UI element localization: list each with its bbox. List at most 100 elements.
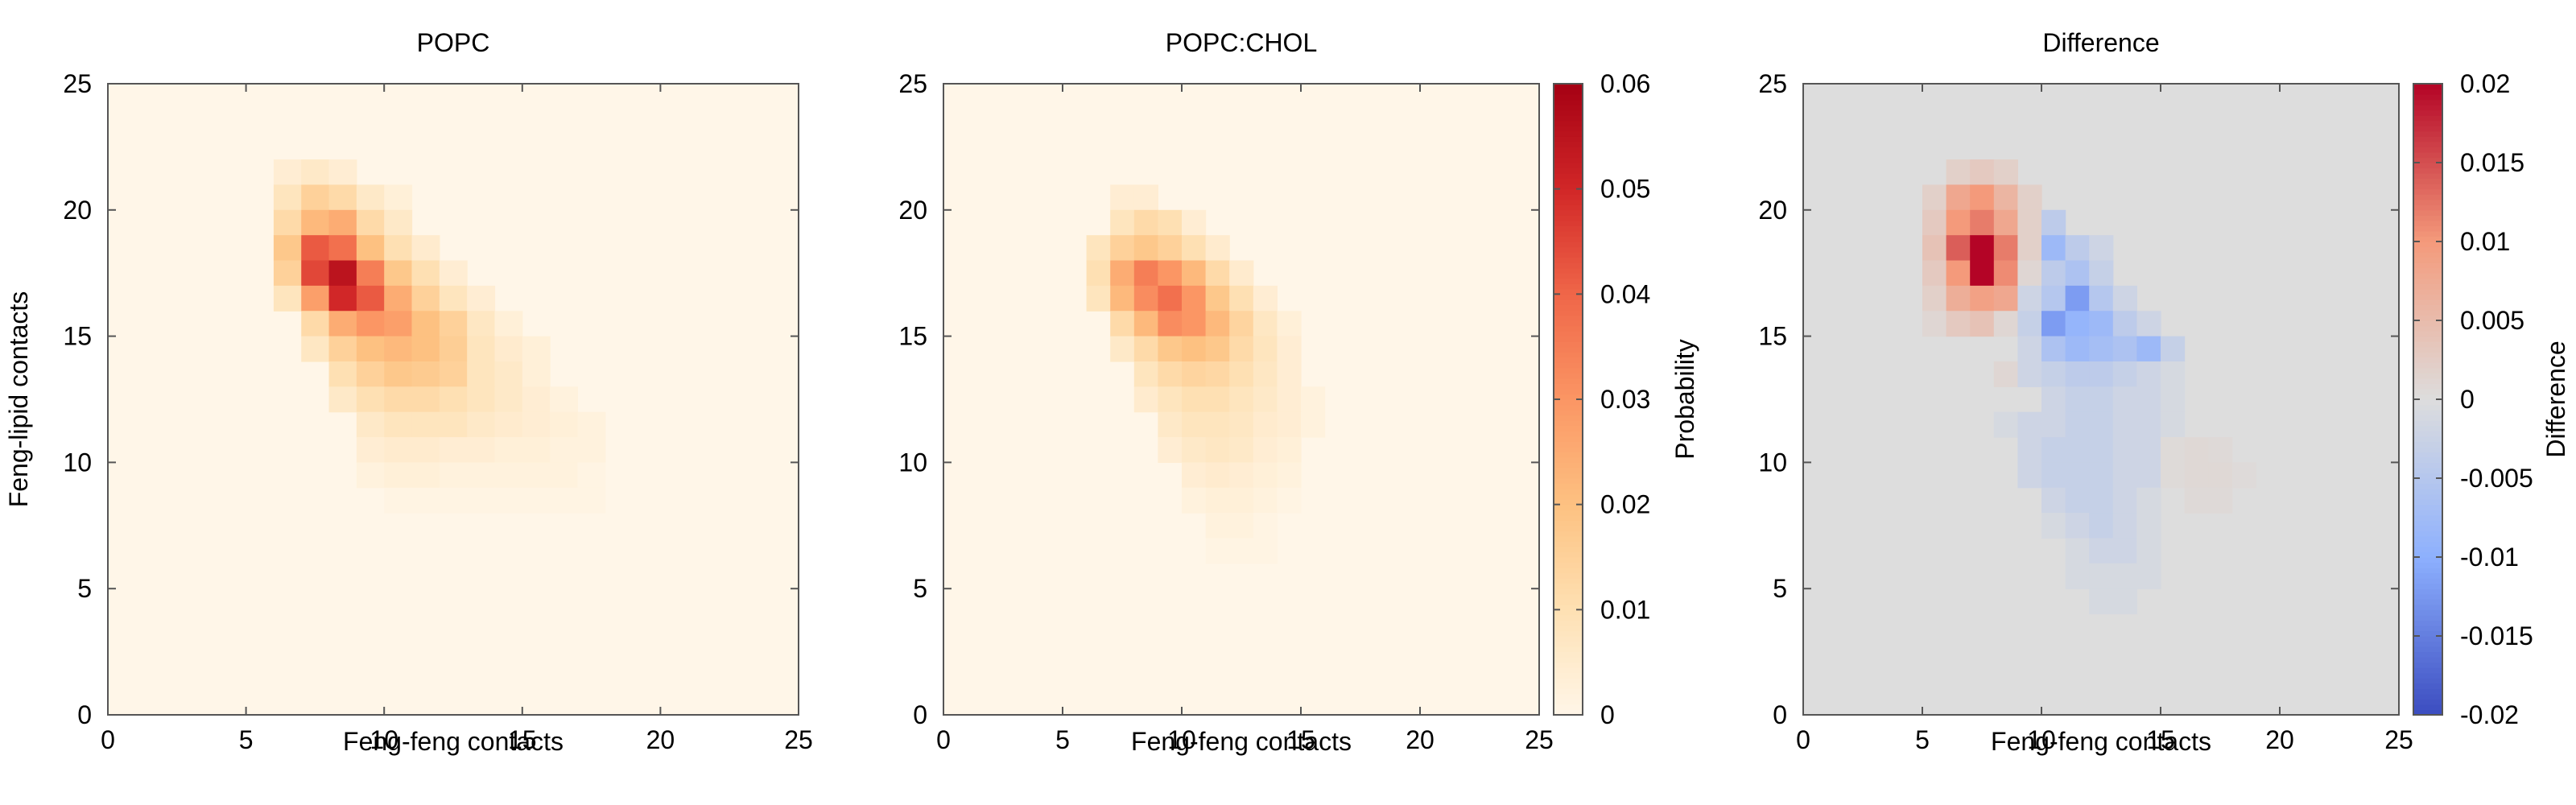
colorbar-swatch	[2413, 383, 2442, 390]
heatmap-cell	[1205, 311, 1230, 337]
colorbar-swatch	[2413, 304, 2442, 311]
heatmap-cell	[1229, 386, 1254, 413]
colorbar-swatch	[2413, 667, 2442, 674]
heatmap-cell	[384, 462, 413, 489]
colorbar-swatch	[2413, 109, 2442, 116]
heatmap-cell	[301, 311, 330, 337]
colorbar-swatch	[1554, 388, 1583, 395]
heatmap-cell	[2089, 462, 2114, 489]
heatmap-cell	[273, 184, 302, 211]
heatmap-cells-popc-chol	[943, 84, 1539, 715]
heatmap-cell	[1970, 311, 1995, 337]
heatmap-cell	[1205, 513, 1230, 539]
colorbar-swatch	[1554, 467, 1583, 474]
heatmap-cell	[1110, 311, 1135, 337]
heatmap-cell	[356, 184, 385, 211]
colorbar-swatch	[1554, 84, 1583, 90]
colorbar-swatch	[2413, 530, 2442, 537]
x-tick-label: 0	[1796, 725, 1810, 754]
heatmap-cell	[2184, 437, 2209, 463]
heatmap-cell	[439, 361, 468, 387]
colorbar-swatch	[2413, 662, 2442, 668]
heatmap-cell	[356, 260, 385, 287]
heatmap-cell	[356, 209, 385, 236]
heatmap-cell	[384, 487, 413, 514]
heatmap-cell	[1970, 159, 1995, 186]
heatmap-cell	[1970, 209, 1995, 236]
x-axis-label-popc: Feng-feng contacts	[343, 727, 564, 756]
colorbar-tick-label: 0.04	[1600, 279, 1650, 308]
heatmap-cell	[1133, 235, 1158, 262]
heatmap-cell	[1229, 513, 1254, 539]
heatmap-cell	[328, 209, 357, 236]
colorbar-tick-label: -0.015	[2460, 621, 2533, 650]
colorbar-swatch	[1554, 404, 1583, 411]
colorbar-swatch	[1554, 415, 1583, 421]
heatmap-cell	[1158, 361, 1183, 387]
colorbar-swatch	[2413, 273, 2442, 279]
heatmap-cell	[2065, 437, 2090, 463]
heatmap-cell	[1970, 184, 1995, 211]
colorbar-swatch	[1554, 568, 1583, 574]
heatmap-cell	[2161, 336, 2186, 362]
heatmap-cell	[2089, 386, 2114, 413]
heatmap-cell	[2041, 437, 2066, 463]
colorbar-swatch	[1554, 520, 1583, 526]
colorbar-swatch	[2413, 341, 2442, 348]
heatmap-cell	[2041, 513, 2066, 539]
heatmap-cell	[1946, 184, 1971, 211]
heatmap-cell	[1277, 487, 1302, 514]
heatmap-cell	[2065, 260, 2090, 287]
colorbar-swatch	[1554, 352, 1583, 358]
colorbar-swatch	[2413, 204, 2442, 211]
heatmap-cell	[2041, 487, 2066, 514]
heatmap-cell	[1229, 437, 1254, 463]
colorbar-tick-label: 0.02	[2460, 69, 2510, 98]
heatmap-cell	[1205, 285, 1230, 312]
colorbar-swatch	[1554, 557, 1583, 564]
heatmap-cell	[2161, 462, 2186, 489]
heatmap-cell	[2112, 336, 2137, 362]
heatmap-cell	[1993, 184, 2018, 211]
colorbar-swatch	[1554, 462, 1583, 469]
heatmap-cell	[467, 386, 496, 413]
colorbar-swatch	[1554, 147, 1583, 153]
heatmap-cell	[1182, 462, 1207, 489]
heatmap-cell	[1253, 361, 1278, 387]
heatmap-cell	[522, 361, 551, 387]
colorbar-swatch	[1554, 630, 1583, 637]
x-tick-label: 20	[1406, 725, 1435, 754]
colorbar-swatch	[2413, 657, 2442, 663]
heatmap-cell	[1205, 462, 1230, 489]
y-tick-label: 25	[898, 69, 927, 98]
y-tick-label: 0	[913, 700, 927, 729]
colorbar-swatch	[2413, 557, 2442, 564]
colorbar-swatch	[1554, 504, 1583, 510]
x-tick-label: 10	[1167, 725, 1196, 754]
colorbar-probability-label: Probability	[1670, 339, 1699, 459]
heatmap-cell	[1133, 285, 1158, 312]
colorbar-swatch	[1554, 299, 1583, 305]
colorbar-swatch	[2413, 331, 2442, 337]
colorbar-swatch	[2413, 178, 2442, 184]
heatmap-cell	[2065, 235, 2090, 262]
y-tick-label: 10	[63, 448, 92, 477]
colorbar-swatch	[1554, 373, 1583, 379]
colorbar-swatch	[2413, 309, 2442, 316]
colorbar-swatch	[2413, 252, 2442, 258]
colorbar-swatch	[2413, 99, 2442, 105]
colorbar-swatch	[2413, 641, 2442, 647]
colorbar-swatch	[2413, 551, 2442, 558]
colorbar-swatch	[2413, 167, 2442, 174]
colorbar-swatch	[2413, 262, 2442, 269]
colorbar-tick-label: 0.01	[1600, 595, 1650, 624]
heatmap-cell	[494, 386, 523, 413]
heatmap-cell	[384, 285, 413, 312]
heatmap-cell	[439, 311, 468, 337]
heatmap-cell	[439, 386, 468, 413]
colorbar-swatch	[1554, 242, 1583, 248]
colorbar-swatch	[1554, 525, 1583, 531]
colorbar-swatch	[1554, 252, 1583, 258]
heatmap-cell	[2112, 513, 2137, 539]
colorbar-difference-gradient	[2413, 84, 2442, 716]
